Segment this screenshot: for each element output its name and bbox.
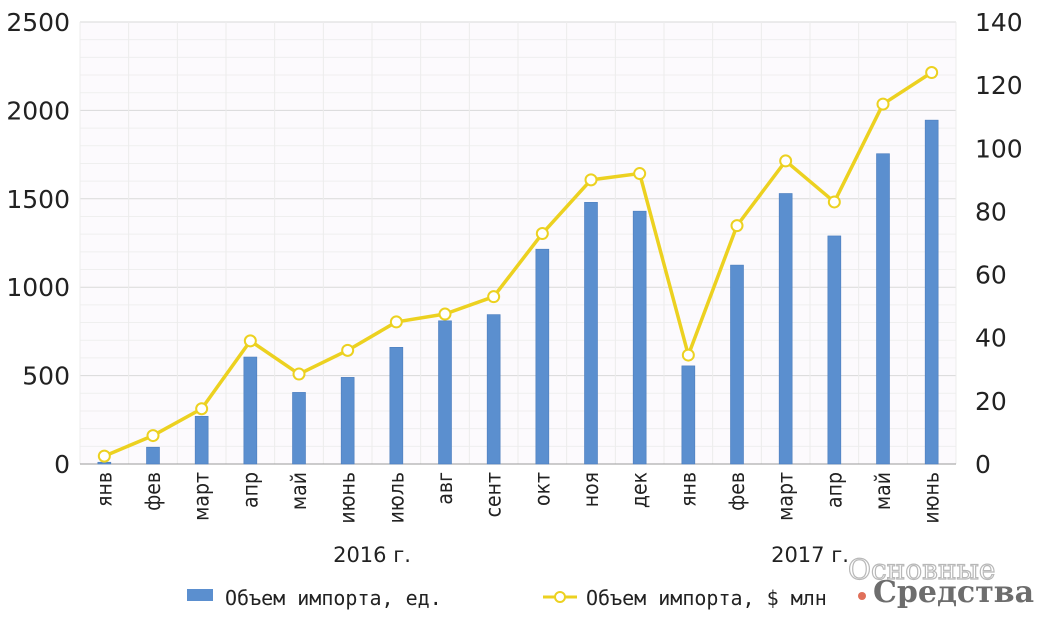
line-point-3 <box>243 334 257 348</box>
legend-bar-swatch <box>187 589 213 601</box>
year-labels: 2016 г. 2017 г. <box>333 543 849 567</box>
year-label: 2017 г. <box>771 543 849 567</box>
bar-9 <box>535 248 550 465</box>
bar-12 <box>681 365 696 465</box>
right-tick-label: 100 <box>975 134 1023 163</box>
bar-7 <box>438 320 452 465</box>
line-point-17 <box>925 66 939 80</box>
category-label-11: дек <box>628 472 652 508</box>
year-label: 2016 г. <box>333 543 411 567</box>
left-tick-label: 1000 <box>6 273 70 302</box>
line-point-14 <box>779 154 793 168</box>
line-point-2 <box>195 402 209 416</box>
line-path <box>103 71 933 458</box>
line-point-15 <box>827 195 841 209</box>
right-tick-label: 140 <box>975 8 1023 37</box>
right-tick-label: 0 <box>975 450 991 479</box>
line-point-9 <box>535 227 549 241</box>
category-label-5: июнь <box>336 472 360 524</box>
category-label-15: апр <box>822 472 846 508</box>
legend-bar-label: Объем импорта, ед. <box>225 586 442 610</box>
left-tick-label: 1500 <box>6 185 70 214</box>
left-tick-label: 2000 <box>6 96 70 125</box>
bar-series <box>97 119 939 465</box>
category-label-1: фев <box>141 472 165 511</box>
right-tick-label: 80 <box>975 197 1007 226</box>
category-label-8: сент <box>482 472 506 517</box>
bar-5 <box>340 377 355 465</box>
line-point-5 <box>341 343 355 357</box>
line-point-13 <box>730 219 744 233</box>
category-label-17: июнь <box>920 472 944 524</box>
bar-13 <box>730 264 744 465</box>
category-label-13: фев <box>725 472 749 511</box>
right-tick-label: 60 <box>975 261 1007 290</box>
bar-14 <box>778 193 793 465</box>
line-point-11 <box>633 167 647 181</box>
line-point-7 <box>438 307 452 321</box>
category-label-7: авг <box>433 472 457 505</box>
bar-1 <box>146 446 160 465</box>
bar-10 <box>584 202 598 465</box>
left-tick-label: 2500 <box>6 8 70 37</box>
line-point-10 <box>584 173 598 187</box>
category-label-12: янв <box>676 472 700 507</box>
gridlines <box>79 21 957 465</box>
right-tick-label: 120 <box>975 71 1023 100</box>
category-label-16: май <box>871 472 895 510</box>
category-label-0: янв <box>92 472 116 507</box>
category-label-6: июль <box>384 472 408 523</box>
right-axis: 0 20 40 60 80 100 120 140 <box>975 8 1023 479</box>
line-point-8 <box>487 290 501 304</box>
line-point-16 <box>876 97 890 111</box>
line-point-12 <box>681 348 695 362</box>
left-tick-label: 0 <box>54 450 70 479</box>
line-point-4 <box>292 367 306 381</box>
left-axis: 0 500 1000 1500 2000 2500 <box>6 8 70 479</box>
bar-6 <box>389 347 404 465</box>
right-tick-label: 40 <box>975 324 1007 353</box>
bar-16 <box>876 153 890 465</box>
line-point-1 <box>146 429 160 443</box>
watermark-line2: Средства <box>873 575 1034 610</box>
bar-2 <box>194 415 209 465</box>
bar-3 <box>243 356 258 465</box>
left-tick-label: 500 <box>22 362 70 391</box>
category-axis: янв фев март апр май июнь июль авг сент окт ноя дек… <box>92 472 943 524</box>
bar-8 <box>486 314 501 465</box>
legend: Объем импорта, ед. Объем импорта, $ млн <box>187 586 827 610</box>
watermark-logo: Основные Средства <box>847 552 1034 610</box>
category-label-3: апр <box>238 472 262 508</box>
category-label-9: окт <box>530 472 554 506</box>
watermark-line1: Основные <box>848 553 995 586</box>
category-label-2: март <box>190 472 214 521</box>
right-tick-label: 20 <box>975 387 1007 416</box>
line-series <box>97 66 939 463</box>
line-point-0 <box>97 449 111 463</box>
category-label-4: май <box>287 472 311 510</box>
bar-4 <box>292 392 306 465</box>
watermark-dot <box>858 592 866 600</box>
legend-line-label: Объем импорта, $ млн <box>586 586 827 610</box>
category-label-14: март <box>774 472 798 521</box>
line-point-6 <box>389 315 403 329</box>
category-label-10: ноя <box>579 472 603 507</box>
bar-11 <box>632 210 647 465</box>
legend-line-marker <box>554 591 566 603</box>
bar-17 <box>924 119 939 465</box>
bar-15 <box>827 235 842 465</box>
